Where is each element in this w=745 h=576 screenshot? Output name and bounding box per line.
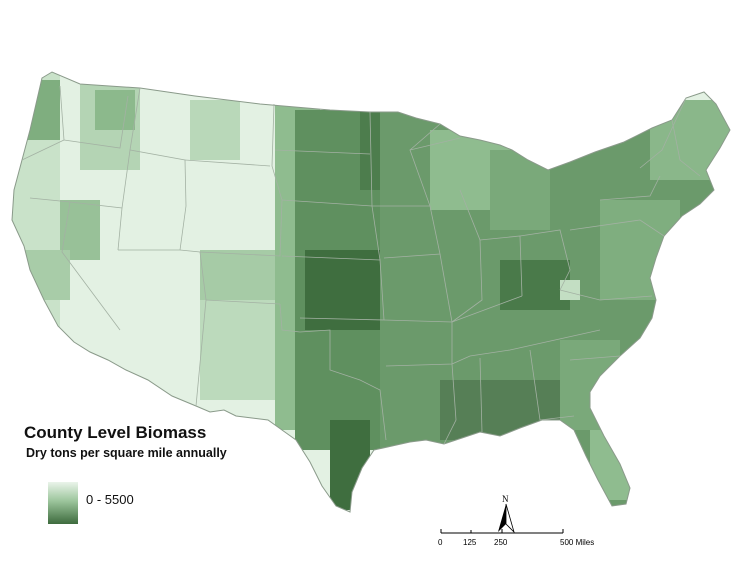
scale-tick-500-miles: 500 Miles xyxy=(560,538,595,547)
scale-tick-0: 0 xyxy=(438,538,443,547)
scale-bar xyxy=(440,529,564,534)
state-borders xyxy=(21,85,701,445)
legend-subtitle: Dry tons per square mile annually xyxy=(26,446,227,460)
legend-color-ramp xyxy=(48,482,78,524)
scale-tick-250: 250 xyxy=(494,538,508,547)
north-arrow-label: N xyxy=(502,494,509,504)
legend-title: County Level Biomass xyxy=(24,423,207,442)
legend-range-label: 0 - 5500 xyxy=(86,492,134,507)
north-arrow-icon xyxy=(498,503,515,534)
scale-tick-125: 125 xyxy=(463,538,477,547)
